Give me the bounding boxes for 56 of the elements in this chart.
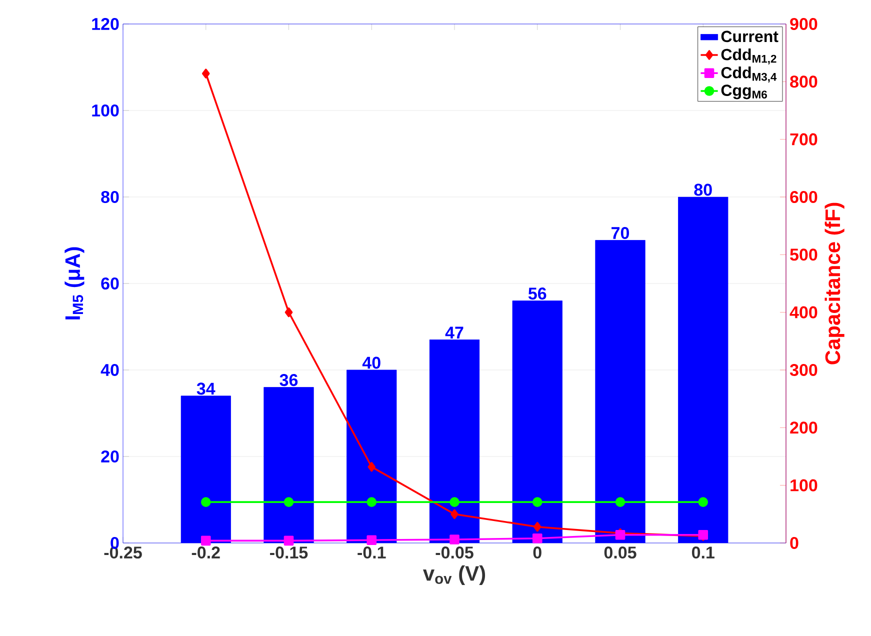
y-tick-label: 100	[92, 104, 119, 117]
point	[366, 535, 377, 545]
point	[284, 307, 293, 318]
data-label: 47	[445, 326, 464, 339]
data-label: 56	[528, 288, 546, 300]
y2-tick-label: 300	[790, 364, 818, 376]
point	[450, 534, 460, 544]
legend-label: Cdd$_{M3,4}$	[721, 66, 777, 82]
x-tick-label: -0.2	[192, 546, 220, 559]
x-tick-label: -0.1	[358, 546, 386, 559]
point	[698, 497, 708, 507]
x-tick-label: -0.15	[270, 546, 308, 559]
y2-tick-label: 700	[790, 133, 818, 146]
data-label: 70	[612, 227, 629, 240]
point	[200, 536, 211, 546]
point	[615, 497, 626, 507]
point	[368, 462, 376, 472]
point	[284, 497, 294, 507]
data-label: 80	[694, 184, 712, 196]
point	[450, 497, 460, 507]
legend-label: Cgg$_{M6}$	[721, 84, 767, 100]
data-label: 40	[362, 356, 380, 369]
y-tick-label: 40	[100, 364, 119, 376]
point	[532, 533, 542, 544]
legend-label: Current	[721, 30, 778, 42]
x-tick-label: -0.25	[104, 546, 142, 559]
y2-axis-title: Capacitance (fF)	[824, 202, 844, 364]
point	[450, 509, 458, 520]
point	[200, 497, 211, 507]
point	[533, 522, 542, 532]
y2-tick-label: 100	[790, 479, 818, 492]
point	[284, 536, 294, 546]
x-tick-label: 0	[533, 546, 542, 559]
y2-tick-label: 0	[790, 536, 798, 550]
y2-tick-label: 500	[790, 248, 818, 261]
x-tick-label: 0.05	[604, 546, 636, 559]
x-tick-label: -0.05	[436, 546, 474, 559]
point	[202, 68, 210, 78]
y-axis-title: I$_{M5}$ (μA)	[64, 247, 84, 320]
point	[366, 497, 377, 507]
y-tick-label: 0	[110, 536, 119, 550]
y-tick-label: 120	[92, 18, 119, 30]
y-tick-label: 20	[101, 450, 119, 463]
y2-tick-label: 800	[790, 76, 818, 88]
data-label: 34	[196, 382, 216, 395]
data-label: 36	[280, 374, 298, 386]
y-tick-label: 60	[101, 277, 119, 290]
y-tick-label: 80	[101, 190, 119, 204]
x-axis-title: v$_{ov}$ (V)	[423, 565, 486, 585]
y2-tick-label: 600	[790, 190, 818, 204]
y2-tick-label: 400	[790, 306, 818, 318]
x-tick-label: 0.1	[692, 546, 714, 559]
y2-tick-label: 200	[790, 422, 818, 434]
point	[532, 497, 542, 507]
y2-tick-label: 900	[790, 18, 818, 30]
legend-label: Cdd$_{M1,2}$	[721, 48, 776, 64]
